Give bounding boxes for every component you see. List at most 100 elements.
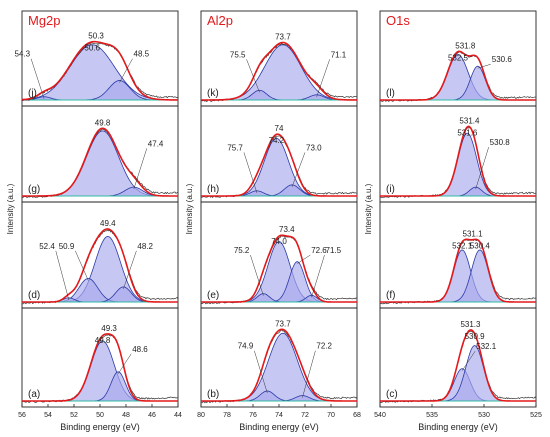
x-axis-label: Binding energy (eV) — [239, 422, 319, 432]
envelope-peak-label: 73.4 — [279, 225, 295, 234]
component-label: 532.1 — [452, 241, 473, 250]
x-axis-label: Binding energy (eV) — [418, 422, 498, 432]
label-leader — [117, 353, 132, 374]
y-axis-label: Intensity (a.u.) — [185, 183, 194, 234]
component-peak — [22, 340, 178, 402]
label-leader — [55, 250, 70, 300]
panel-label: (g) — [28, 184, 40, 195]
y-axis-label: Intensity (a.u.) — [364, 183, 373, 234]
component-label: 73.0 — [306, 143, 322, 152]
chart-o1s: O1s Intensity (a.u.) 540 535 530 525 Binding e… — [364, 10, 542, 432]
component-label: 48.5 — [134, 50, 150, 59]
panel-label: (l) — [386, 88, 395, 99]
y-axis-label: Intensity (a.u.) — [6, 183, 15, 234]
chart-al2p: Al2p Intensity (a.u.) 80 78 76 74 72 70 68 Bindin… — [185, 10, 361, 432]
envelope-peak-label: 531.3 — [460, 320, 481, 329]
component-label: 71.1 — [331, 50, 347, 59]
x-tick-label: 535 — [426, 412, 438, 419]
x-tick-label: 78 — [223, 412, 231, 419]
panel-a: (a) 49.3 49.8 48.6 — [21, 324, 179, 403]
component-peak — [201, 332, 357, 402]
component-label: 49.8 — [95, 118, 111, 127]
label-leader — [302, 350, 316, 398]
x-tick-label: 54 — [44, 412, 52, 419]
component-label: 530.9 — [465, 332, 486, 341]
label-leader — [461, 351, 476, 371]
x-axis-label: Binding energy (eV) — [60, 422, 140, 432]
panel-label: (h) — [207, 184, 219, 195]
panel-d: (d) 49.4 50.9 48.2 52.4 — [21, 219, 179, 309]
component-peak — [21, 44, 179, 101]
envelope-peak-label: 49.4 — [100, 219, 116, 228]
envelope-fit — [380, 50, 536, 101]
label-leader — [30, 58, 45, 99]
chart-title: O1s — [386, 13, 410, 28]
envelope-fit — [201, 133, 357, 197]
component-label: 48.2 — [137, 242, 153, 251]
x-tick-label: 46 — [148, 412, 156, 419]
panel-h: (h) 74 74.2 73.0 75.7 — [200, 124, 358, 203]
envelope-fit — [201, 41, 358, 101]
component-label: 532.5 — [448, 53, 469, 62]
label-leader — [250, 254, 264, 296]
x-tick-label: 530 — [478, 412, 490, 419]
envelope-peak-label: 74 — [275, 124, 284, 133]
envelope-fit — [201, 234, 357, 303]
envelope-fit — [22, 228, 178, 303]
x-tick-label: 525 — [530, 412, 542, 419]
component-label: 73.7 — [275, 319, 291, 328]
x-tick-label: 80 — [197, 412, 205, 419]
panel-b: (b) 73.7 74.9 72.2 — [200, 319, 358, 404]
component-label: 74.0 — [271, 237, 287, 246]
envelope-peak-label: 49.3 — [101, 324, 117, 333]
panel-i: (i) 531.4 531.6 530.8 — [379, 116, 537, 203]
panel-label: (k) — [207, 88, 219, 99]
panel-label: (f) — [386, 290, 395, 301]
component-label: 75.5 — [230, 50, 246, 59]
envelope-fit — [22, 127, 178, 197]
label-leader — [311, 254, 325, 298]
x-tick-label: 74 — [275, 412, 283, 419]
x-tick-label: 70 — [327, 412, 335, 419]
component-label: 72.6 — [311, 246, 327, 255]
envelope-fit — [380, 329, 536, 402]
envelope-fit — [21, 40, 179, 101]
component-peak — [380, 249, 536, 303]
component-label: 532.1 — [476, 342, 497, 351]
chart-frame — [379, 10, 537, 408]
label-leader — [475, 147, 489, 190]
label-leader — [291, 152, 306, 187]
component-label: 75.7 — [227, 143, 243, 152]
chart-mg2p: Mg2p Intensity (a.u.) 56 54 52 50 48 46 44 Bindin… — [6, 10, 182, 432]
component-label: 72.2 — [316, 342, 332, 351]
component-label: 74.2 — [269, 136, 285, 145]
panel-label: (d) — [28, 290, 40, 301]
label-leader — [243, 152, 258, 193]
panel-label: (c) — [386, 389, 398, 400]
x-tick-label: 44 — [174, 412, 182, 419]
label-leader — [297, 254, 311, 264]
label-leader — [316, 59, 330, 97]
panel-label: (a) — [28, 389, 40, 400]
label-leader — [75, 250, 89, 281]
component-peak — [380, 132, 536, 197]
component-label: 48.6 — [132, 345, 148, 354]
envelope-peak-label: 531.8 — [455, 41, 476, 50]
panel-g: (g) 49.8 47.4 — [21, 118, 179, 203]
panel-e: (e) 73.4 74.0 72.6 75.2 71.5 — [200, 225, 358, 309]
envelope-fit — [22, 333, 178, 402]
x-tick-label: 72 — [301, 412, 309, 419]
envelope-peak-label: 50.3 — [88, 32, 104, 41]
label-leader — [254, 350, 268, 394]
x-tick-label: 48 — [122, 412, 130, 419]
envelope-peak-label: 531.1 — [463, 229, 484, 238]
component-peak — [201, 137, 357, 197]
label-leader — [119, 58, 133, 83]
envelope-fit — [380, 238, 536, 303]
panel-k: (k) 73.7 75.5 71.1 — [200, 32, 358, 107]
panel-label: (j) — [28, 88, 37, 99]
panel-label: (e) — [207, 290, 219, 301]
label-leader — [477, 63, 491, 69]
